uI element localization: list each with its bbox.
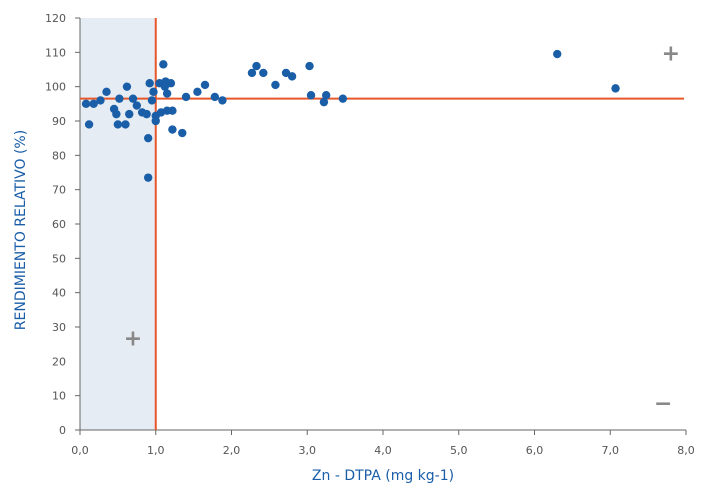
data-point <box>178 128 187 138</box>
quadrant-sign: + <box>124 326 142 351</box>
data-point <box>305 61 314 71</box>
data-point <box>149 87 158 97</box>
data-point <box>143 133 153 143</box>
data-point <box>159 60 168 69</box>
data-point <box>121 120 130 129</box>
data-point <box>122 82 132 91</box>
data-point <box>319 97 329 107</box>
data-point <box>96 96 105 105</box>
data-point <box>113 120 123 129</box>
data-point <box>168 106 177 115</box>
data-point <box>306 91 316 100</box>
x-tick-label: 8,0 <box>677 444 695 457</box>
x-tick-label: 4,0 <box>374 444 392 457</box>
y-tick-label: 110 <box>45 46 66 59</box>
y-tick-label: 60 <box>52 218 66 231</box>
y-tick-label: 30 <box>52 321 66 334</box>
y-tick-label: 20 <box>52 355 66 368</box>
data-point <box>271 80 280 90</box>
x-tick-label: 6,0 <box>526 444 544 457</box>
data-point <box>338 94 348 103</box>
data-point <box>252 61 261 71</box>
x-tick-label: 0,0 <box>71 444 89 457</box>
y-tick-label: 70 <box>52 184 66 197</box>
data-point <box>128 94 138 103</box>
data-point <box>125 109 134 119</box>
y-tick-label: 10 <box>52 390 66 403</box>
x-tick-label: 2,0 <box>223 444 241 457</box>
x-tick-label: 7,0 <box>602 444 620 457</box>
data-point <box>162 89 172 98</box>
data-point <box>147 96 157 105</box>
x-tick-label: 5,0 <box>450 444 468 457</box>
quadrant-sign: − <box>654 392 672 417</box>
data-point <box>142 109 151 119</box>
y-tick-label: 100 <box>45 81 66 94</box>
data-point <box>132 101 142 110</box>
quadrant-sign: + <box>662 41 680 66</box>
data-point <box>89 99 98 109</box>
data-point <box>181 92 191 102</box>
data-point <box>553 49 562 59</box>
data-point <box>143 173 153 182</box>
y-tick-label: 90 <box>52 115 66 128</box>
data-point <box>102 87 111 97</box>
data-point <box>168 125 177 134</box>
y-tick-label: 50 <box>52 252 66 265</box>
x-tick-label: 1,0 <box>147 444 165 457</box>
data-point <box>145 79 154 88</box>
data-point <box>81 99 91 109</box>
x-axis-title: Zn - DTPA (mg kg-1) <box>312 468 454 484</box>
data-point <box>259 68 268 78</box>
data-point <box>115 94 124 103</box>
y-axis: 0 10 20 30 40 50 60 70 80 90 100 110 120 <box>45 12 81 437</box>
data-point <box>166 79 176 88</box>
x-tick-label: 3,0 <box>299 444 317 457</box>
y-tick-label: 40 <box>52 287 66 300</box>
y-tick-label: 80 <box>52 149 66 162</box>
y-tick-label: 120 <box>45 12 66 25</box>
data-point <box>112 109 121 119</box>
data-point <box>247 68 257 78</box>
data-point <box>200 80 210 90</box>
data-point <box>210 92 220 102</box>
y-axis-title: RENDIMIENTO RELATIVO (%) <box>13 130 29 330</box>
y-tick-label: 0 <box>59 424 66 437</box>
quadrant-signs: + + − <box>124 41 680 416</box>
data-point <box>193 87 202 97</box>
shaded-region <box>80 18 156 430</box>
x-axis: 0,0 1,0 2,0 3,0 4,0 5,0 6,0 7,0 8,0 <box>71 429 695 457</box>
data-points <box>81 49 620 182</box>
data-point <box>611 84 620 93</box>
data-point <box>287 72 297 81</box>
data-point <box>84 120 94 129</box>
data-point <box>321 91 331 100</box>
data-point <box>218 96 227 105</box>
